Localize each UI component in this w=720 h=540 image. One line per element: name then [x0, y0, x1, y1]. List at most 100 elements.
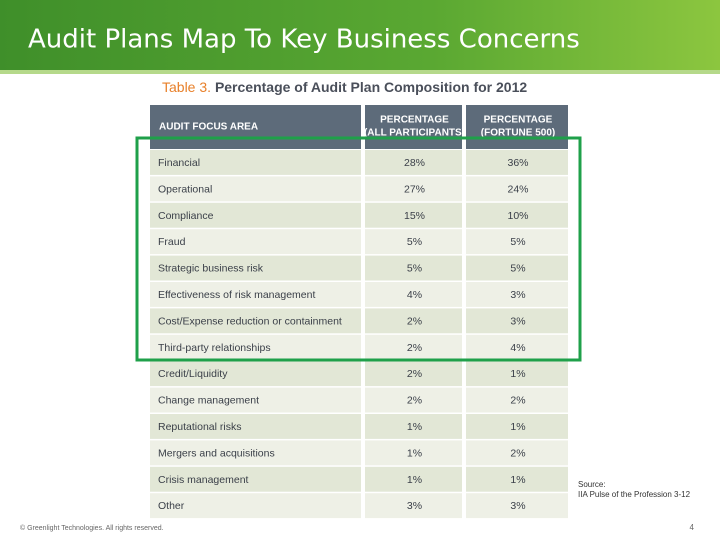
cell-value: 24%: [507, 183, 528, 195]
row-label: Cost/Expense reduction or containment: [158, 315, 342, 327]
cell-value: 3%: [510, 315, 525, 327]
table-cell: [466, 466, 568, 492]
row-label: Mergers and acquisitions: [158, 447, 275, 459]
table-cell: [150, 493, 361, 519]
table-cell: [466, 229, 568, 255]
table-cell: [365, 308, 462, 334]
caption-label: Table 3.: [162, 79, 211, 95]
table-cell: [365, 150, 462, 175]
table-cell: [365, 440, 462, 466]
table-cell: [466, 176, 568, 202]
cell-value: 3%: [407, 500, 422, 512]
cell-value: 5%: [510, 263, 525, 275]
cell-value: 2%: [407, 315, 422, 327]
cell-value: 28%: [404, 157, 425, 169]
cell-value: 36%: [507, 157, 528, 169]
row-label: Change management: [158, 395, 259, 407]
table-cell: [150, 466, 361, 492]
table-cell: [365, 466, 462, 492]
cell-value: 2%: [407, 395, 422, 407]
cell-value: 2%: [407, 368, 422, 380]
cell-value: 5%: [407, 236, 422, 248]
cell-value: 27%: [404, 183, 425, 195]
cell-value: 1%: [407, 447, 422, 459]
table-cell: [466, 202, 568, 228]
cell-value: 10%: [507, 210, 528, 222]
table-cell: [150, 150, 361, 175]
column-header: (FORTUNE 500): [481, 128, 555, 139]
caption-text: Percentage of Audit Plan Composition for…: [215, 79, 527, 95]
table-cell: [466, 440, 568, 466]
table-cell: [365, 176, 462, 202]
column-header: PERCENTAGE: [380, 115, 449, 126]
header-cell: [150, 105, 361, 149]
row-label: Reputational risks: [158, 421, 241, 433]
source-label: Source:: [578, 480, 606, 489]
table-cell: [150, 282, 361, 307]
cell-value: 5%: [510, 236, 525, 248]
cell-value: 1%: [510, 421, 525, 433]
cell-value: 1%: [407, 474, 422, 486]
copyright: © Greenlight Technologies. All rights re…: [20, 524, 164, 532]
table-cell: [150, 308, 361, 334]
row-label: Credit/Liquidity: [158, 368, 228, 380]
table-caption: Table 3. Percentage of Audit Plan Compos…: [162, 79, 527, 95]
table-cell: [365, 202, 462, 228]
table-cell: [365, 361, 462, 387]
table-cell: [466, 361, 568, 387]
highlight-box: [135, 136, 582, 362]
slide-title: Audit Plans Map To Key Business Concerns: [28, 25, 580, 55]
table-cell: [365, 229, 462, 255]
table-cell: [466, 334, 568, 360]
cell-value: 2%: [407, 342, 422, 354]
source-text: IIA Pulse of the Profession 3-12: [578, 490, 691, 499]
header-rule: [0, 70, 720, 74]
cell-value: 5%: [407, 263, 422, 275]
table-cell: [365, 493, 462, 519]
table-cell: [150, 202, 361, 228]
table-cell: [466, 308, 568, 334]
column-header: PERCENTAGE: [484, 115, 553, 126]
row-label: Third-party relationships: [158, 342, 271, 354]
cell-value: 3%: [510, 289, 525, 301]
table-cell: [150, 440, 361, 466]
column-header: AUDIT FOCUS AREA: [159, 122, 258, 133]
table-cell: [150, 361, 361, 387]
table-cell: [466, 414, 568, 439]
table-cell: [466, 282, 568, 307]
cell-value: 2%: [510, 395, 525, 407]
header-band: [0, 0, 720, 72]
header-cell: [365, 105, 462, 149]
table: AUDIT FOCUS AREA PERCENTAGE (ALL PARTICIPA…: [150, 105, 568, 519]
table-cell: [365, 255, 462, 281]
table-cell: [150, 255, 361, 281]
table-cell: [466, 150, 568, 175]
table-cell: [150, 334, 361, 360]
table-cell: [365, 414, 462, 439]
table-cell: [150, 414, 361, 439]
table-cell: [150, 229, 361, 255]
cell-value: 1%: [510, 474, 525, 486]
table-cell: [466, 387, 568, 413]
cell-value: 1%: [510, 368, 525, 380]
cell-value: 15%: [404, 210, 425, 222]
row-label: Compliance: [158, 210, 214, 222]
page-number: 4: [690, 523, 695, 532]
row-label: Operational: [158, 183, 212, 195]
header-cell: [466, 105, 568, 149]
row-label: Financial: [158, 157, 200, 169]
row-label: Other: [158, 500, 185, 512]
row-label: Strategic business risk: [158, 263, 264, 275]
row-label: Effectiveness of risk management: [158, 289, 315, 301]
cell-value: 2%: [510, 447, 525, 459]
table-cell: [150, 387, 361, 413]
column-header: (ALL PARTICIPANTS): [364, 128, 465, 139]
table-cell: [466, 493, 568, 519]
row-label: Fraud: [158, 236, 186, 248]
table-cell: [466, 255, 568, 281]
cell-value: 3%: [510, 500, 525, 512]
row-label: Crisis management: [158, 474, 249, 486]
cell-value: 4%: [407, 289, 422, 301]
table-cell: [365, 387, 462, 413]
